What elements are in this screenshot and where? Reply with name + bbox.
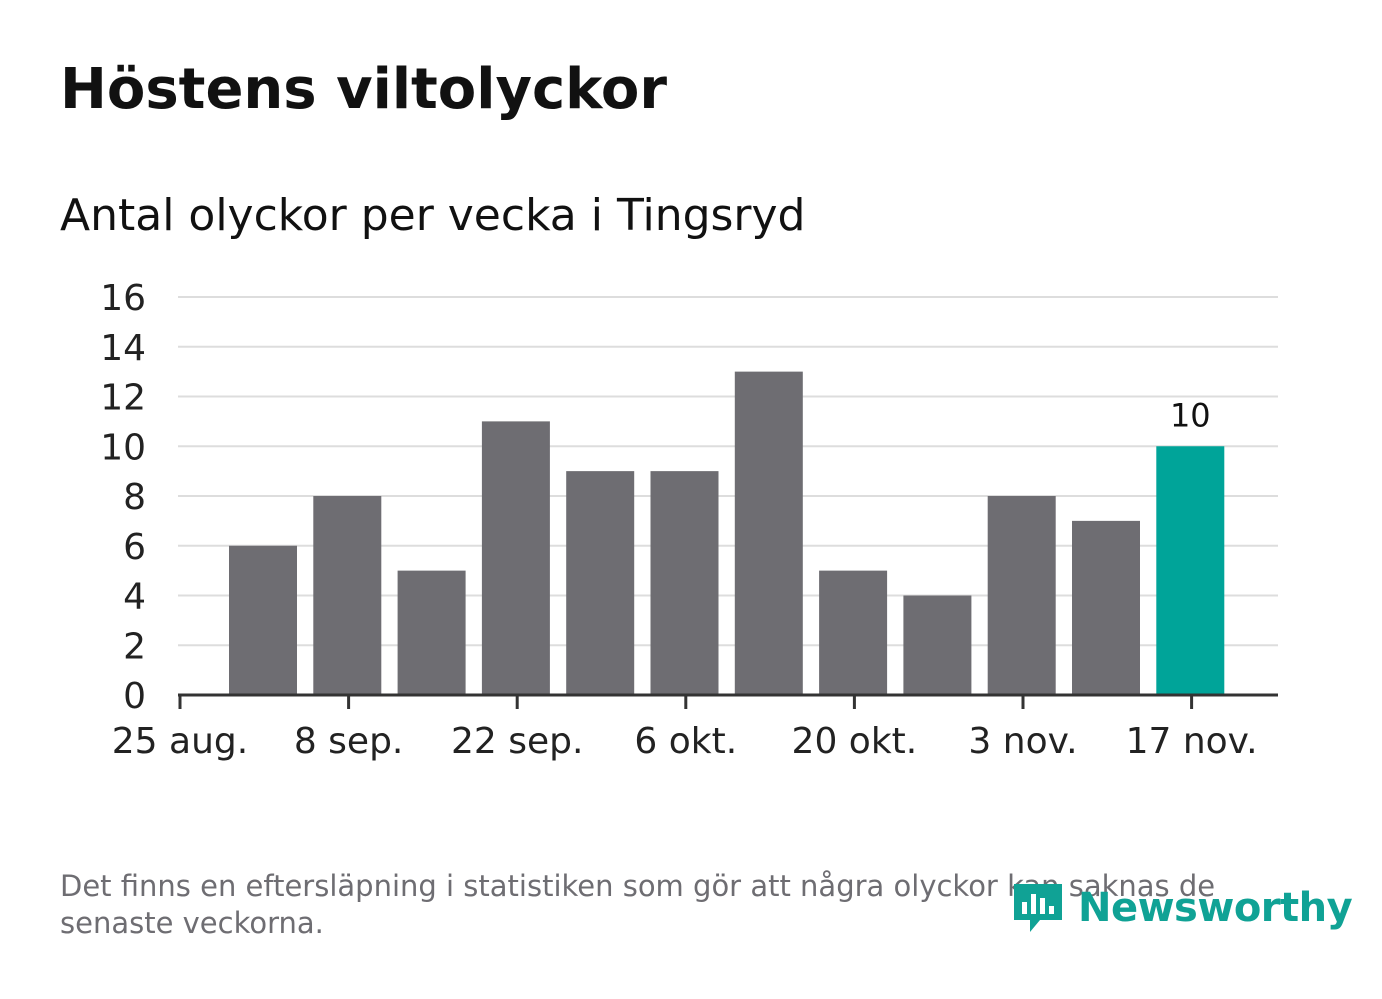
y-tick-label: 8	[123, 477, 146, 518]
y-tick-label: 2	[123, 626, 146, 667]
x-tick-label: 3 nov.	[968, 721, 1077, 762]
x-tick-label: 25 aug.	[112, 721, 248, 762]
chart-subtitle: Antal olyckor per vecka i Tingsryd	[60, 190, 806, 241]
bar-v39	[566, 471, 635, 695]
newsworthy-icon	[1014, 884, 1062, 932]
x-tick-label: 8 sep.	[294, 721, 404, 762]
y-tick-label: 0	[123, 676, 146, 717]
bar-v37	[397, 570, 466, 695]
y-tick-label: 6	[123, 527, 146, 568]
bar-v42	[819, 570, 888, 695]
x-tick-label: 22 sep.	[451, 721, 583, 762]
bar-v45	[1072, 520, 1140, 695]
bar-v38	[481, 421, 550, 695]
y-axis-ticks: 0 2 4 6 8 10 12 14 16	[100, 278, 146, 717]
brand-name: Newsworthy	[1078, 885, 1353, 931]
y-tick-label: 14	[100, 328, 146, 369]
x-axis: 25 aug. 8 sep. 22 sep. 6 okt. 20 okt. 3 nov. 1…	[112, 693, 1278, 762]
x-tick-label: 17 nov.	[1126, 721, 1258, 762]
bar-v46	[1156, 446, 1225, 695]
x-tick-label: 20 okt.	[792, 721, 918, 762]
y-tick-label: 12	[100, 378, 146, 419]
bar-v40	[650, 471, 719, 695]
bar-v36	[313, 496, 382, 695]
chart-title: Höstens viltolyckor	[60, 57, 667, 122]
y-tick-label: 16	[100, 278, 146, 319]
newsworthy-logo: Newsworthy	[1010, 880, 1353, 936]
data-labels: 10	[1170, 396, 1211, 434]
x-tick-label: 6 okt.	[634, 721, 737, 762]
bar-v41	[734, 371, 803, 695]
grid-lines	[178, 296, 1278, 647]
bars	[229, 371, 1225, 695]
bar-v35	[229, 545, 297, 695]
bar-v43	[903, 595, 972, 695]
y-tick-label: 10	[100, 427, 146, 468]
data-label: 10	[1170, 396, 1211, 434]
y-tick-label: 4	[123, 577, 146, 618]
bar-chart: 0 2 4 6 8 10 12 14 16 10 25 aug. 8 sep. 22 sep. 6 o…	[100, 278, 1278, 762]
bar-v44	[987, 496, 1056, 695]
